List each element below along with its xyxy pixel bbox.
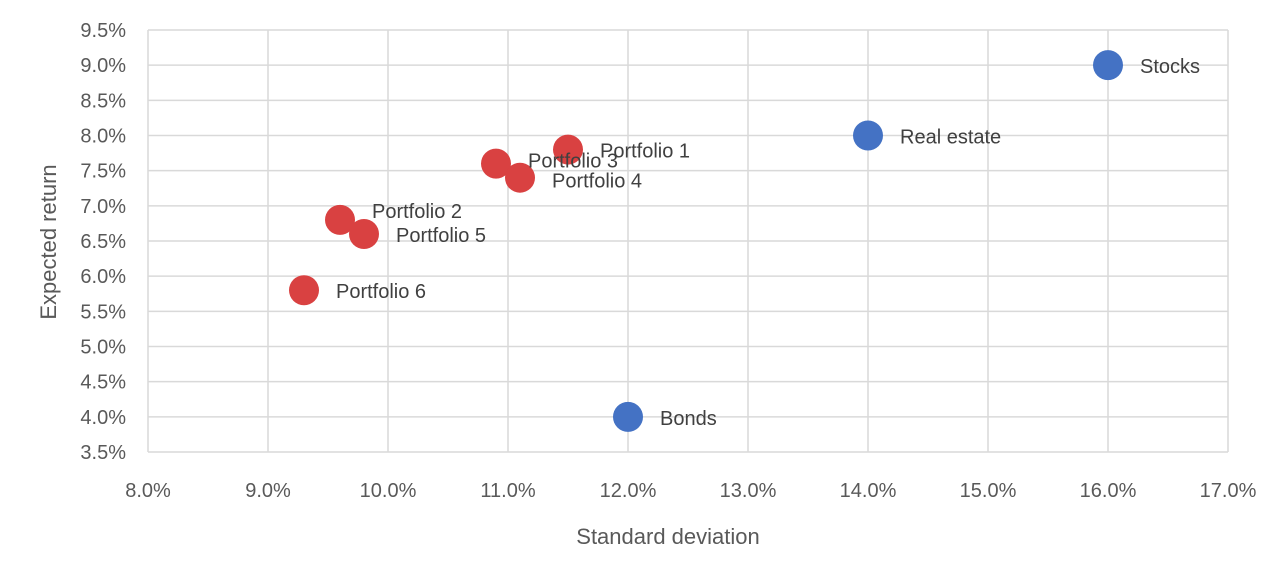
data-point <box>553 134 583 165</box>
point-label: Bonds <box>660 408 717 430</box>
y-axis-ticks: 3.5% 4.0% 4.5% 5.0% 5.5% 6.0% 6.5% 7.0% 7.5% 8.0%… <box>80 20 126 464</box>
point-label: Stocks <box>1140 56 1200 78</box>
x-tick-label: 10.0% <box>360 480 417 502</box>
x-tick-label: 16.0% <box>1080 480 1137 502</box>
point-label: Portfolio 3 <box>528 151 618 173</box>
y-tick-label: 4.5% <box>80 372 126 394</box>
x-tick-label: 15.0% <box>960 480 1017 502</box>
point-label: Real estate <box>900 127 1001 149</box>
y-tick-label: 8.0% <box>80 126 126 148</box>
y-tick-label: 6.0% <box>80 266 126 288</box>
data-point <box>613 401 643 432</box>
y-axis-title: Expected return <box>36 164 61 319</box>
data-point <box>325 204 355 235</box>
data-points <box>289 50 1123 432</box>
y-tick-label: 7.5% <box>80 161 126 183</box>
point-label: Portfolio 6 <box>336 281 426 303</box>
y-tick-label: 4.0% <box>80 407 126 429</box>
x-axis-title: Standard deviation <box>576 524 759 549</box>
point-label: Portfolio 4 <box>552 171 642 193</box>
y-tick-label: 3.5% <box>80 442 126 464</box>
y-tick-label: 7.0% <box>80 196 126 218</box>
x-tick-label: 14.0% <box>840 480 897 502</box>
x-tick-label: 17.0% <box>1200 480 1257 502</box>
point-label: Portfolio 5 <box>396 225 486 247</box>
y-tick-label: 9.5% <box>80 20 126 42</box>
x-axis-ticks: 8.0% 9.0% 10.0% 11.0% 12.0% 13.0% 14.0% 15.0% 16… <box>125 480 1256 502</box>
data-point <box>349 218 379 249</box>
y-tick-label: 6.5% <box>80 231 126 253</box>
x-tick-label: 8.0% <box>125 480 171 502</box>
data-point <box>1093 50 1123 81</box>
y-tick-label: 8.5% <box>80 90 126 112</box>
y-tick-label: 5.0% <box>80 337 126 359</box>
x-tick-label: 9.0% <box>245 480 291 502</box>
data-point <box>505 162 535 193</box>
data-point <box>853 120 883 151</box>
data-point <box>481 148 511 179</box>
point-label: Portfolio 2 <box>372 201 462 223</box>
data-point <box>289 275 319 306</box>
x-tick-label: 12.0% <box>600 480 657 502</box>
x-tick-label: 13.0% <box>720 480 777 502</box>
y-tick-label: 9.0% <box>80 55 126 77</box>
y-tick-label: 5.5% <box>80 301 126 323</box>
point-label: Portfolio 1 <box>600 141 690 163</box>
gridlines <box>147 29 1229 453</box>
x-tick-label: 11.0% <box>480 480 535 502</box>
